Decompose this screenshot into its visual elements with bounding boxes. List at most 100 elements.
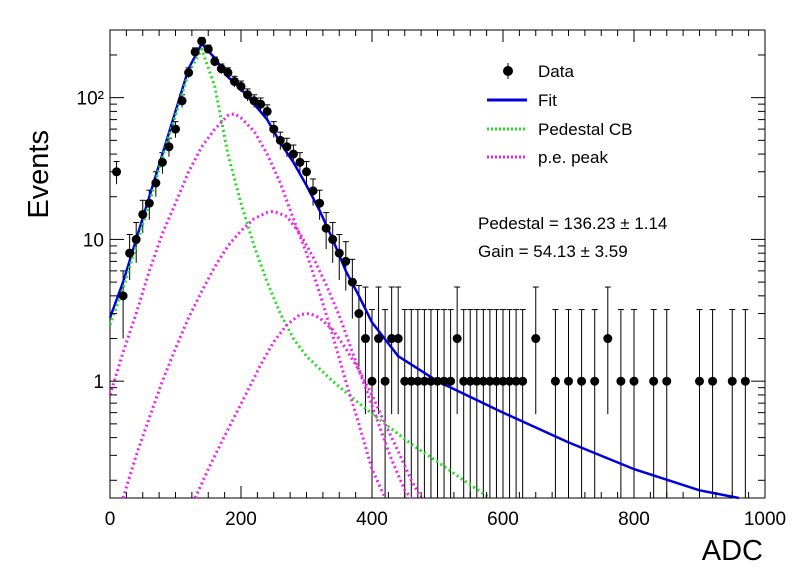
data-point	[478, 376, 488, 386]
x-tick-label: 800	[618, 509, 650, 530]
curve-p-e-peak-3	[193, 312, 423, 499]
data-point	[439, 376, 449, 386]
data-point	[511, 376, 521, 386]
data-point	[177, 96, 187, 106]
data-point	[629, 376, 639, 386]
data-point	[465, 376, 475, 386]
data-point	[138, 209, 148, 219]
legend-label-data: Data	[538, 62, 574, 81]
data-point	[157, 157, 167, 167]
data-points	[112, 36, 750, 386]
data-point	[649, 376, 659, 386]
data-point	[367, 376, 377, 386]
curve-p-e-peak-1	[108, 112, 387, 499]
data-point	[302, 167, 311, 177]
data-point	[190, 47, 200, 57]
data-point	[695, 376, 704, 386]
y-tick-label: 10	[83, 230, 104, 251]
data-point	[360, 334, 370, 344]
x-tick-label: 600	[487, 509, 519, 530]
data-point	[590, 376, 600, 386]
data-point	[151, 178, 161, 188]
data-point	[433, 376, 442, 386]
legend-item-pedestal: Pedestal CB	[487, 120, 633, 139]
legend-label-fit: Fit	[538, 91, 557, 110]
data-point	[288, 149, 298, 159]
legend-item-data: Data	[503, 62, 574, 81]
data-point	[426, 376, 436, 386]
legend-label-pe: p.e. peak	[538, 148, 608, 167]
data-point	[354, 309, 364, 319]
y-tick-label: 1	[93, 372, 104, 393]
data-point	[413, 376, 423, 386]
x-tick-label: 1000	[744, 509, 786, 530]
data-point	[564, 376, 573, 386]
data-point	[262, 106, 272, 116]
data-point	[144, 198, 154, 208]
data-point	[406, 376, 416, 386]
data-point	[400, 376, 410, 386]
data-point	[164, 142, 174, 152]
data-point	[321, 223, 331, 233]
data-point	[269, 124, 279, 134]
curves	[108, 42, 740, 500]
data-point	[223, 68, 233, 78]
y-axis-label: Events	[23, 130, 55, 219]
x-tick-label: 0	[105, 509, 116, 530]
data-point	[210, 56, 220, 66]
data-point	[393, 334, 403, 344]
data-point	[229, 76, 239, 86]
curve-pedestal-cb	[108, 47, 491, 500]
data-point	[708, 376, 718, 386]
data-point	[491, 376, 501, 386]
data-point	[236, 81, 246, 91]
data-point	[125, 248, 135, 258]
data-point	[550, 376, 560, 386]
data-point	[419, 376, 429, 386]
data-point	[118, 291, 128, 301]
data-point	[315, 198, 325, 208]
x-axis-ticks: 0 200 400 600 800 1000	[105, 30, 786, 530]
data-point	[518, 376, 528, 386]
data-point	[282, 142, 292, 152]
x-axis-label: ADC	[702, 535, 763, 567]
legend-item-fit: Fit	[487, 91, 557, 110]
data-point	[243, 90, 253, 100]
data-point	[603, 334, 613, 344]
data-point	[459, 376, 469, 386]
data-point	[531, 334, 541, 344]
data-point	[662, 376, 672, 386]
data-point	[295, 157, 305, 167]
data-point	[577, 376, 587, 386]
error-bars	[113, 36, 749, 498]
data-point	[275, 135, 285, 145]
data-point	[374, 334, 384, 344]
legend-item-pe: p.e. peak	[487, 148, 608, 167]
data-point	[328, 234, 338, 244]
data-point	[347, 277, 357, 287]
data-point	[216, 64, 226, 74]
data-point	[184, 68, 194, 78]
x-tick-label: 200	[225, 509, 257, 530]
legend: Data Fit Pedestal CB p.e. peak	[487, 62, 633, 167]
annotation-pedestal: Pedestal = 136.23 ± 1.14	[478, 214, 667, 233]
data-point	[197, 36, 207, 46]
data-point	[203, 44, 213, 54]
data-point	[616, 376, 626, 386]
data-point	[387, 334, 397, 344]
data-point	[341, 256, 351, 266]
data-point	[727, 376, 737, 386]
y-axis-ticks: 1 10 10²	[77, 29, 765, 481]
data-point	[380, 376, 390, 386]
annotation-gain: Gain = 54.13 ± 3.59	[478, 242, 628, 261]
legend-label-pedestal: Pedestal CB	[538, 120, 633, 139]
data-point	[256, 99, 266, 109]
data-point	[446, 376, 456, 386]
data-point	[472, 376, 482, 386]
data-point	[505, 376, 515, 386]
x-tick-label: 400	[356, 509, 388, 530]
data-point	[498, 376, 508, 386]
y-tick-label: 10²	[77, 89, 104, 110]
data-point	[171, 124, 180, 134]
